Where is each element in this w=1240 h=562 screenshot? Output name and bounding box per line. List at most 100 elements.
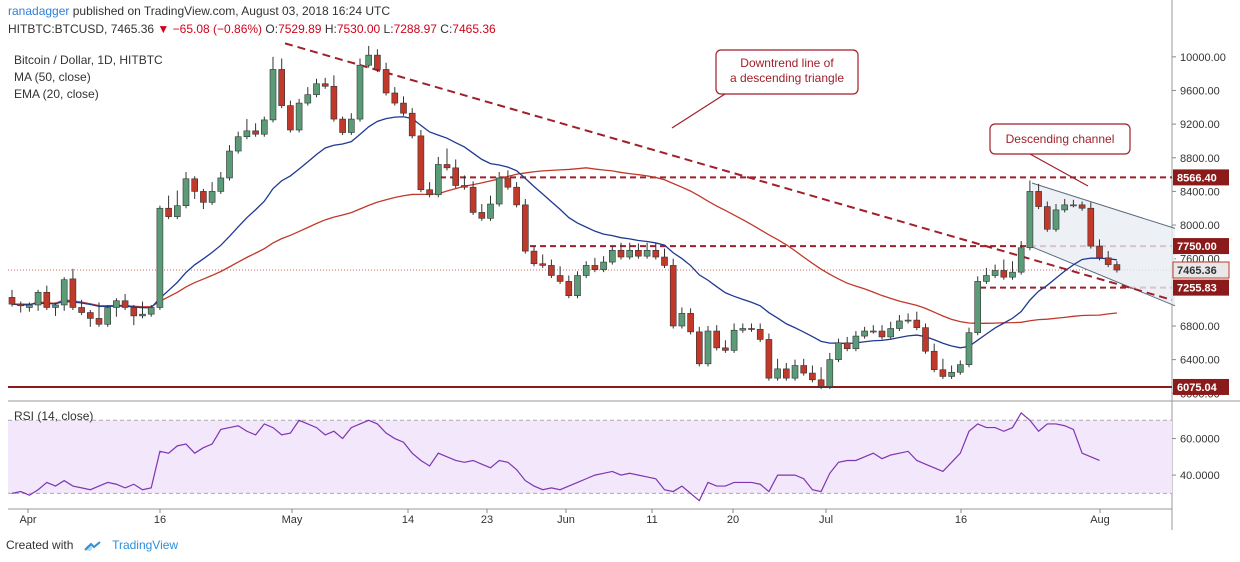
candle-body	[391, 92, 399, 104]
candle-body	[495, 177, 503, 205]
candle	[956, 360, 964, 375]
candle	[965, 327, 973, 368]
candle	[800, 358, 808, 376]
close-label: C:	[440, 22, 453, 36]
price-chart[interactable]: 10000.00 9600.00 9200.00 8800.00 8400.00 8000…	[0, 0, 1240, 530]
candle-body	[356, 64, 364, 120]
candle-body	[930, 350, 938, 371]
candle	[1026, 180, 1034, 251]
candle	[1104, 251, 1112, 268]
candle-body	[461, 185, 468, 188]
candle-body	[1104, 257, 1112, 265]
candle	[600, 256, 607, 273]
candle	[174, 190, 181, 220]
candle	[704, 325, 712, 367]
candle-body	[426, 189, 433, 196]
candle	[635, 243, 642, 259]
candle	[695, 326, 703, 367]
candle-body	[1070, 204, 1077, 207]
candle-body	[539, 263, 547, 266]
candle	[1087, 202, 1095, 249]
y-tick-label: 8000.00	[1180, 220, 1220, 232]
candle-body	[765, 339, 773, 379]
candle-body	[1113, 264, 1121, 271]
candle	[17, 301, 25, 313]
x-tick-label: 23	[481, 514, 493, 526]
candle	[991, 264, 999, 279]
x-tick-label: 16	[955, 514, 967, 526]
candle	[147, 304, 155, 317]
candle	[739, 323, 747, 333]
ema20-line	[11, 116, 1117, 349]
candle	[556, 266, 564, 284]
candle	[443, 148, 451, 171]
candle	[843, 336, 851, 352]
candle	[513, 182, 520, 208]
candle-body	[60, 279, 68, 306]
candle-body	[896, 320, 903, 329]
candle-body	[191, 178, 198, 192]
legend-ma50: MA (50, close)	[14, 70, 91, 84]
annotation-box	[715, 49, 859, 95]
candle-body	[1035, 191, 1042, 207]
created-with-label: Created with	[6, 538, 74, 552]
candle-body	[69, 278, 77, 308]
candle-body	[695, 331, 703, 365]
candle-body	[487, 203, 494, 219]
candle	[461, 175, 468, 190]
candle-body	[800, 365, 808, 374]
symbol-label: HITBTC:BTCUSD,	[8, 22, 108, 36]
candle	[617, 242, 625, 260]
rsi-tick-label: 60.0000	[1180, 434, 1220, 446]
close-value: 7465.36	[452, 22, 496, 36]
candle-body	[52, 304, 59, 308]
candle-body	[983, 275, 990, 282]
candle-body	[1096, 245, 1103, 259]
candle	[69, 268, 77, 310]
candle-body	[791, 365, 799, 379]
high-label: H:	[324, 22, 337, 36]
candle	[774, 358, 781, 381]
candle	[243, 119, 251, 140]
candle	[608, 246, 616, 265]
candle-body	[1044, 206, 1051, 230]
x-tick-label: 20	[727, 514, 739, 526]
candle	[200, 188, 207, 210]
ohlc-line: HITBTC:BTCUSD, 7465.36 ▼ −65.08 (−0.86%)…	[8, 22, 496, 36]
candle	[356, 58, 364, 122]
candle	[678, 307, 686, 329]
candle-body	[600, 261, 607, 270]
candle-body	[365, 54, 373, 66]
candle-body	[669, 265, 677, 327]
candle-body	[1026, 191, 1034, 249]
legend-ema20: EMA (20, close)	[14, 87, 99, 101]
candle-body	[34, 292, 42, 306]
candle	[1078, 201, 1086, 211]
candle	[121, 294, 129, 310]
candle-body	[1061, 204, 1068, 211]
candle	[1000, 259, 1008, 280]
candle-body	[956, 364, 964, 373]
y-tick-label: 6800.00	[1180, 321, 1220, 333]
main-pane	[8, 2, 1170, 400]
tradingview-link[interactable]: TradingView	[112, 538, 179, 552]
open-value: 7529.89	[278, 22, 322, 36]
candle	[339, 116, 346, 136]
candle	[391, 87, 399, 106]
price-label: 7465.36	[1172, 261, 1230, 279]
candle	[60, 277, 68, 311]
annotation-pointer	[1029, 153, 1089, 187]
candle	[269, 56, 277, 123]
candle	[896, 315, 903, 332]
annotation-text: Downtrend line of	[740, 56, 834, 70]
candle	[782, 362, 790, 381]
candle-body	[513, 186, 520, 206]
author-link[interactable]: ranadagger	[8, 4, 70, 18]
candle	[347, 113, 355, 136]
candle-body	[382, 69, 390, 94]
candle-body	[782, 368, 790, 379]
candle-body	[139, 313, 146, 317]
x-tick-label: 16	[154, 514, 166, 526]
candle	[434, 156, 442, 198]
open-label: O:	[265, 22, 279, 36]
